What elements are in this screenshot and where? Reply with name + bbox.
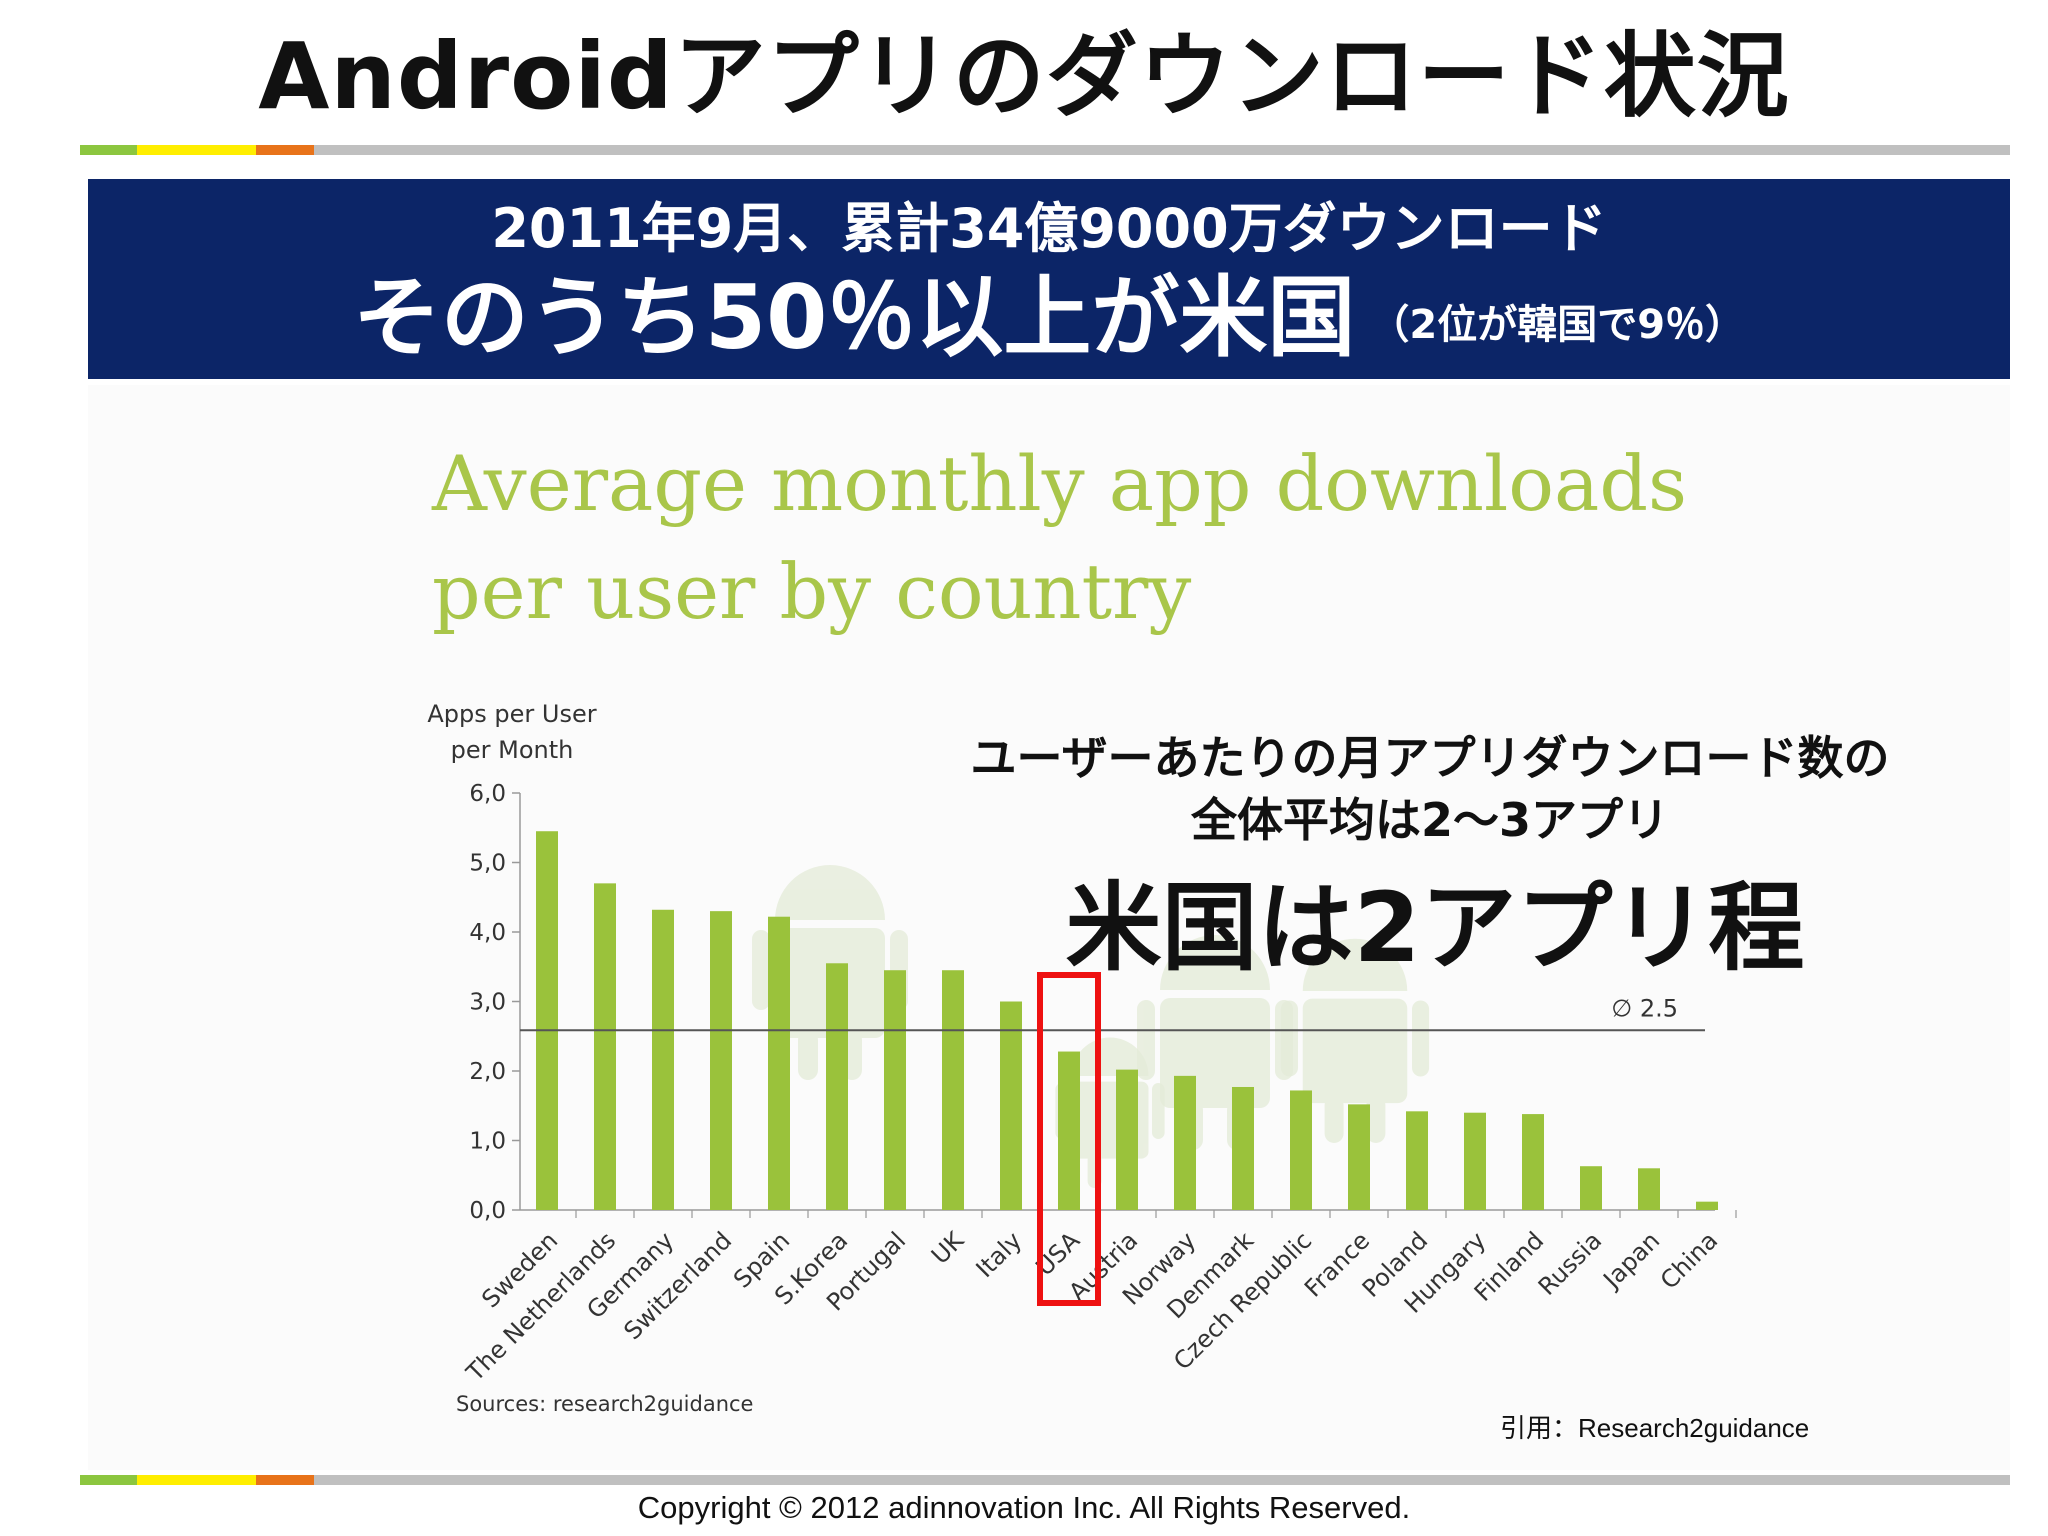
bar-sweden (536, 831, 558, 1210)
rule-segment-orange (256, 145, 314, 155)
y-tick-label: 6,0 (469, 781, 506, 807)
y-axis-label: Apps per User (427, 700, 596, 728)
x-tick-label: Italy (971, 1226, 1028, 1283)
slide-title: Androidアプリのダウンロード状況 (258, 23, 1790, 130)
bar-russia (1580, 1166, 1602, 1210)
y-tick-label: 4,0 (469, 920, 506, 946)
bar-portugal (884, 970, 906, 1210)
callout-line-1: ユーザーあたりの月アプリダウンロード数の (970, 731, 1890, 785)
bar-spain (768, 916, 790, 1210)
callout-line-3: 米国は2アプリ程 (1065, 872, 1805, 984)
bar-denmark (1232, 1086, 1254, 1210)
chart-source: Sources: research2guidance (456, 1392, 754, 1416)
bar-france (1348, 1104, 1370, 1210)
bar-hungary (1464, 1112, 1486, 1210)
banner-main-text: そのうち50％以上が米国 (352, 266, 1356, 369)
callout-line-2: 全体平均は2〜3アプリ (1190, 793, 1669, 847)
x-tick-label: China (1655, 1226, 1723, 1294)
y-tick-label: 3,0 (469, 990, 506, 1016)
android-head-shape (1302, 938, 1408, 991)
android-arm-shape (1152, 1083, 1165, 1139)
y-tick-label: 5,0 (469, 851, 506, 877)
bar-s-korea (826, 963, 848, 1210)
android-head-shape (775, 865, 885, 920)
rule-segment-orange (256, 1475, 314, 1485)
android-mascot-icon (1280, 938, 1430, 1143)
rule-segment-yellow (137, 1475, 256, 1485)
rule-segment-yellow (137, 145, 256, 155)
bar-finland (1522, 1114, 1544, 1210)
footer-rule (80, 1475, 2010, 1485)
x-tick-label: UK (926, 1226, 970, 1270)
android-head-shape (1071, 1037, 1149, 1076)
bar-czech-republic (1290, 1090, 1312, 1210)
usa-highlight-box (1037, 972, 1101, 1306)
bar-japan (1638, 1168, 1660, 1210)
copyright: Copyright © 2012 adinnovation Inc. All R… (637, 1490, 1411, 1525)
chart-panel (88, 385, 2010, 1470)
android-arm-shape (1280, 1000, 1298, 1077)
chart-title: Average monthly app downloads per user b… (432, 430, 1687, 646)
banner-headline: 2011年9月、累計34億9000万ダウンロード (491, 197, 1607, 260)
y-tick-label: 1,0 (469, 1129, 506, 1155)
bar-usa (1058, 1051, 1080, 1210)
headline-banner: 2011年9月、累計34億9000万ダウンロード そのうち50％以上が米国 （2位… (88, 179, 2010, 379)
average-label: ∅ 2.5 (1611, 994, 1678, 1022)
title-rule (80, 145, 2010, 155)
citation: 引用：Research2guidance (1500, 1413, 1810, 1443)
bar-the-netherlands (594, 883, 616, 1210)
android-leg-shape (1366, 1095, 1386, 1143)
bar-norway (1174, 1075, 1196, 1210)
y-axis-label: per Month (451, 736, 574, 764)
chart-title-line-2: per user by country (432, 547, 1192, 636)
banner-subheadline: そのうち50％以上が米国 （2位が韓国で9％） (88, 265, 2010, 371)
rule-segment-gray (314, 1475, 2010, 1485)
bar-switzerland (710, 911, 732, 1210)
rule-segment-green (80, 145, 137, 155)
x-tick-label: Japan (1597, 1226, 1666, 1295)
bar-poland (1406, 1111, 1428, 1210)
android-arm-shape (752, 930, 770, 1010)
x-tick-label: Russia (1533, 1226, 1607, 1300)
bar-italy (1000, 1001, 1022, 1210)
rule-segment-gray (314, 145, 2010, 155)
chart-title-line-1: Average monthly app downloads (432, 439, 1688, 528)
bar-austria (1116, 1069, 1138, 1210)
bar-uk (942, 970, 964, 1210)
android-head-shape (1160, 935, 1270, 990)
y-tick-label: 0,0 (469, 1198, 506, 1224)
android-arm-shape (1412, 1000, 1430, 1077)
y-tick-label: 2,0 (469, 1059, 506, 1085)
rule-segment-green (80, 1475, 137, 1485)
banner-note: （2位が韓国で9％） (1369, 302, 1746, 348)
bar-germany (652, 909, 674, 1210)
bar-china (1696, 1201, 1718, 1210)
android-body-shape (1302, 998, 1408, 1104)
android-leg-shape (1324, 1095, 1344, 1143)
android-leg-shape (798, 1030, 818, 1080)
